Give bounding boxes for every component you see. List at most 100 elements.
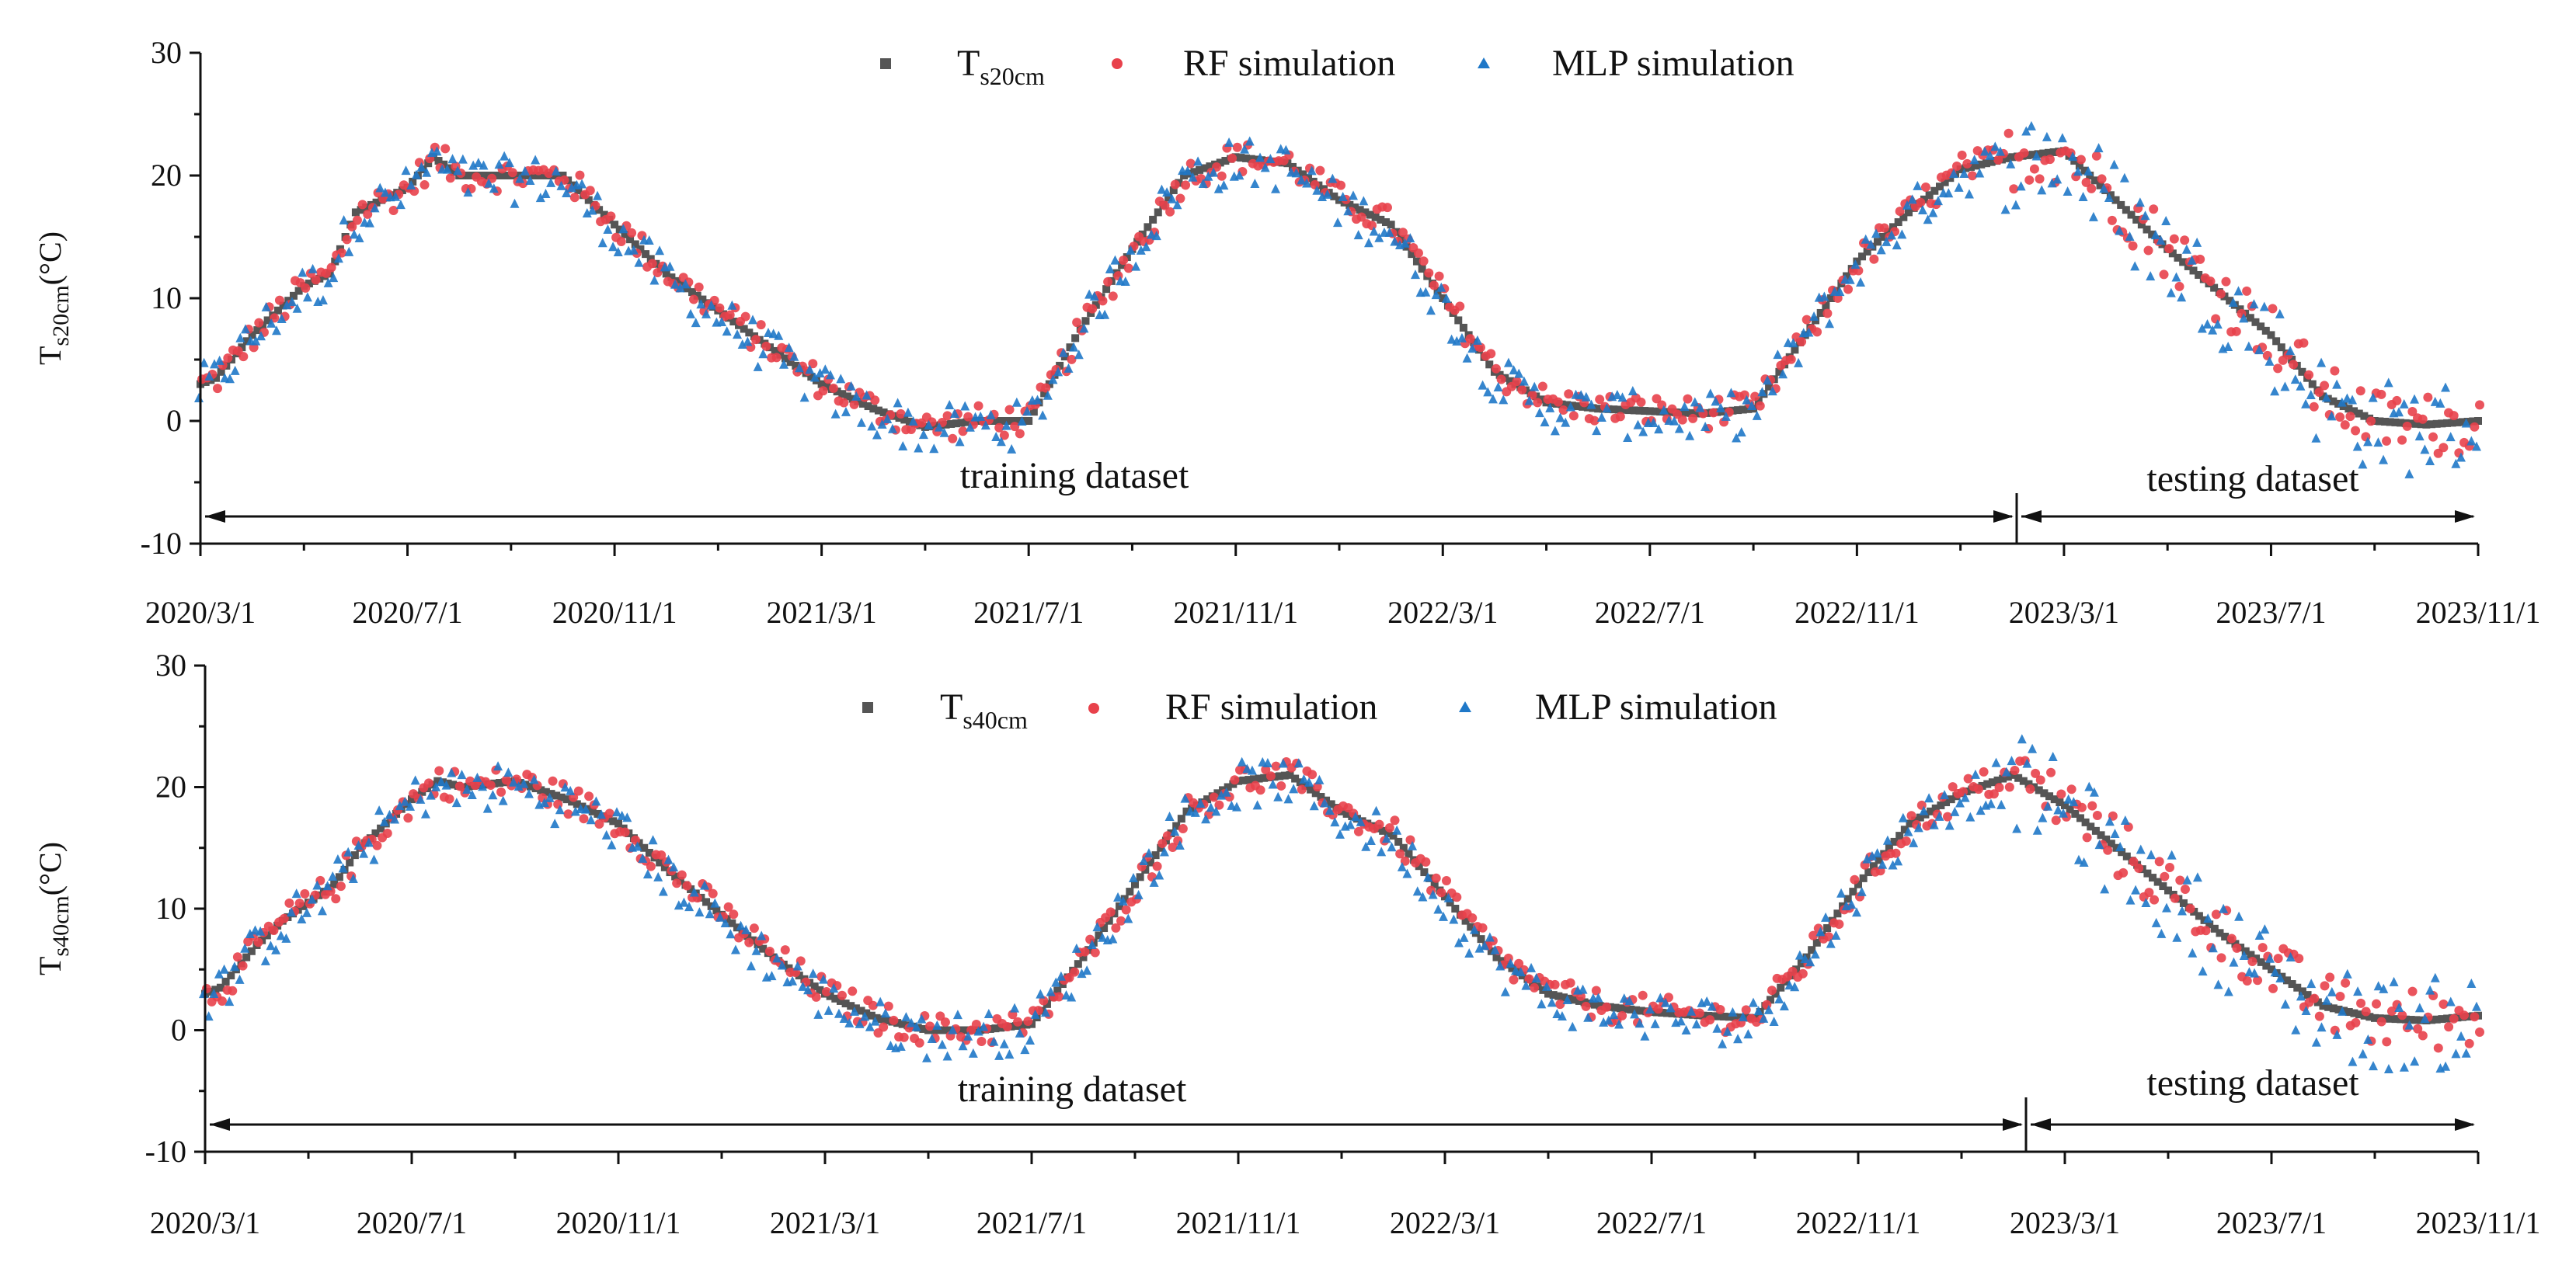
top-mlp-point (500, 151, 510, 161)
top-observed-point (2308, 380, 2317, 388)
bottom-observed-point (1833, 909, 1842, 918)
bottom-rf-point (1638, 990, 1648, 1000)
bottom-rf-point (1307, 770, 1318, 780)
top-mlp-point (1069, 342, 1079, 352)
bottom-rf-point (2253, 975, 2263, 986)
bottom-mlp-point (271, 944, 281, 954)
top-rf-point (1677, 415, 1687, 425)
bottom-observed-point (2381, 1014, 2390, 1023)
top-rf-point (2097, 174, 2107, 184)
top-rf-point (973, 401, 983, 411)
bottom-rf-point (1530, 982, 1540, 993)
bottom-mlp-point (2182, 874, 2192, 885)
top-mlp-point (473, 158, 483, 168)
bottom-mlp-point (1634, 1018, 1645, 1028)
top-observed-point (2334, 399, 2343, 408)
top-mlp-point (1825, 318, 1835, 329)
bottom-mlp-point (1129, 872, 1138, 882)
bottom-rf-point (382, 829, 392, 839)
bottom-mlp-point (245, 928, 255, 938)
top-observed-point (952, 419, 960, 428)
bottom-y-tick-label: 30 (155, 648, 186, 683)
top-observed-point (1102, 285, 1111, 294)
top-observed-point (1381, 218, 1390, 227)
bottom-mlp-point (1847, 899, 1857, 909)
top-mlp-point (1172, 200, 1182, 210)
top-mlp-point (1363, 238, 1373, 248)
bottom-mlp-point (307, 894, 317, 904)
bottom-rf-point (1121, 905, 1131, 915)
top-mlp-point (1581, 391, 1591, 402)
bottom-rf-point (1312, 782, 1322, 792)
bottom-rf-point (1353, 826, 1363, 836)
bottom-observed-point (2112, 843, 2121, 852)
top-observed-point (600, 210, 608, 219)
bottom-mlp-point (1882, 835, 1892, 845)
top-mlp-point (1126, 245, 1136, 255)
top-rf-point (419, 180, 430, 190)
top-mlp-point (1291, 168, 1301, 178)
top-rf-point (1165, 207, 1175, 217)
top-mlp-point (991, 432, 1001, 442)
bottom-train-label: training dataset (958, 1069, 1187, 1110)
bottom-mlp-point (235, 974, 245, 984)
top-observed-point (1081, 317, 1090, 325)
bottom-rf-point (2335, 992, 2345, 1002)
top-mlp-point (1472, 335, 1482, 345)
top-mlp-point (2296, 381, 2306, 391)
top-mlp-point (1545, 402, 1555, 412)
top-observed-point (745, 329, 754, 337)
top-mlp-point (960, 401, 970, 411)
top-mlp-point (628, 245, 639, 255)
top-observed-point (2251, 318, 2260, 326)
bottom-observed-point (2247, 951, 2255, 959)
bottom-mlp-point (328, 871, 338, 881)
top-rf-point (761, 341, 771, 351)
top-mlp-point (675, 283, 685, 293)
top-rf-point (2392, 395, 2402, 405)
bottom-mlp-point (1624, 996, 1634, 1006)
top-rf-point (445, 173, 455, 183)
top-rf-point (2366, 416, 2376, 426)
bottom-rf-point (1436, 888, 1446, 898)
bottom-mlp-point (2461, 1048, 2471, 1058)
bottom-mlp-point (2254, 930, 2264, 940)
top-observed-point (2360, 412, 2369, 420)
top-observed-point (1878, 233, 1887, 241)
bottom-rf-point (1963, 774, 1973, 784)
bottom-observed-point (1151, 851, 1160, 860)
bottom-mlp-point (901, 1012, 911, 1022)
top-rf-point (1491, 363, 1501, 374)
top-rf-point (1636, 397, 1646, 407)
top-mlp-point (1617, 392, 1627, 402)
top-observed-point (1371, 213, 1380, 221)
bottom-rf-point (2438, 1000, 2449, 1010)
top-observed-point (2432, 419, 2441, 428)
bottom-rf-point (620, 827, 630, 837)
bottom-rf-point (423, 778, 433, 788)
top-observed-point (553, 172, 562, 179)
top-observed-point (1962, 164, 1970, 172)
top-mlp-point (277, 314, 287, 324)
bottom-mlp-point (1314, 774, 1325, 784)
bottom-observed-point (1808, 946, 1816, 954)
top-observed-point (2028, 151, 2037, 159)
bottom-rf-point (2459, 1010, 2470, 1020)
bottom-mlp-point (1325, 805, 1335, 815)
bottom-rf-point (1958, 787, 1968, 797)
bottom-observed-point (242, 953, 251, 961)
top-observed-point (1356, 206, 1364, 214)
bottom-mlp-point (983, 1009, 994, 1019)
top-observed-point (921, 422, 929, 431)
bottom-observed-point (2221, 932, 2230, 940)
top-mlp-point (1089, 290, 1099, 301)
top-rf-point (1227, 153, 1238, 163)
top-mlp-point (458, 154, 468, 164)
top-observed-point (1822, 301, 1830, 310)
bottom-observed-point (1389, 832, 1398, 840)
bottom-observed-point (1947, 795, 1955, 804)
top-rf-point (606, 211, 616, 221)
bottom-mlp-point (1516, 967, 1526, 977)
bottom-rf-point (1514, 958, 1524, 968)
top-rf-point (1688, 413, 1698, 423)
